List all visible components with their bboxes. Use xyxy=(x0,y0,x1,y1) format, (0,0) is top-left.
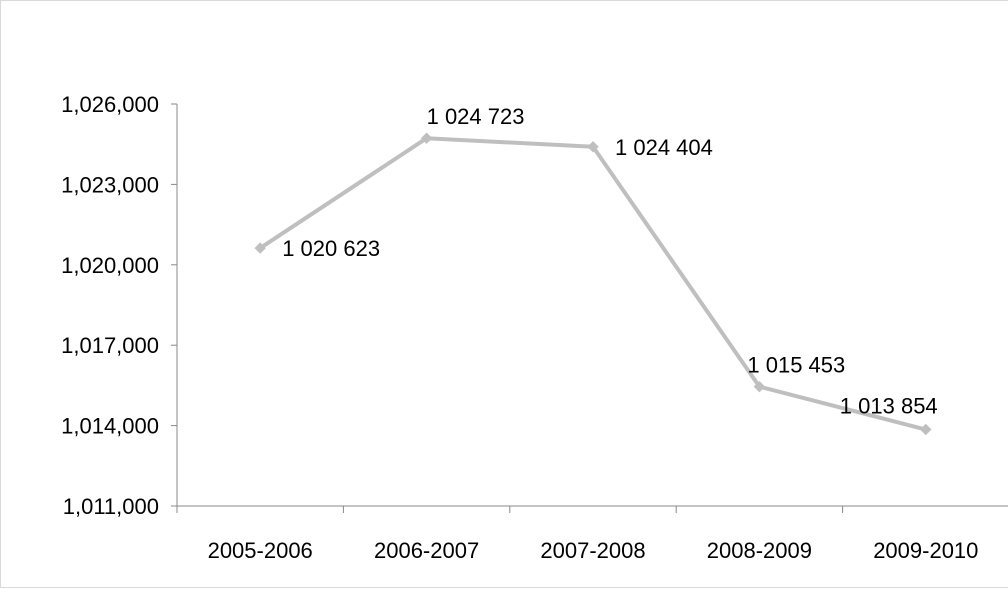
data-labels: 1 020 623 1 024 723 1 024 404 1 015 453 1 01… xyxy=(282,104,937,418)
series-line xyxy=(258,136,928,432)
series-group xyxy=(254,132,932,436)
x-axis: 2005-2006 2006-2007 2007-2008 2008-2009 2009… xyxy=(176,505,1008,563)
data-label: 1 013 854 xyxy=(840,394,938,419)
data-point xyxy=(254,242,266,254)
y-axis: 1,011,000 1,014,000 1,017,000 1,020,000 1,02… xyxy=(61,92,178,519)
data-point xyxy=(920,423,932,436)
x-tick-label: 2009-2010 xyxy=(873,538,978,563)
y-tick-label: 1,020,000 xyxy=(61,253,159,278)
x-tick-label: 2008-2009 xyxy=(707,538,812,563)
data-label: 1 024 723 xyxy=(427,104,525,129)
y-tick-label: 1,014,000 xyxy=(61,414,159,439)
y-tick-label: 1,011,000 xyxy=(63,494,159,519)
data-point xyxy=(753,380,766,393)
x-tick-label: 2006-2007 xyxy=(374,538,479,563)
data-label: 1 015 453 xyxy=(747,353,845,378)
y-tick-label: 1,017,000 xyxy=(61,333,159,358)
x-tick-label: 2007-2008 xyxy=(540,538,645,563)
data-label: 1 020 623 xyxy=(282,236,380,261)
y-tick-label: 1,026,000 xyxy=(61,92,159,117)
x-tick-label: 2005-2006 xyxy=(208,538,313,563)
y-tick-label: 1,023,000 xyxy=(61,172,159,197)
data-point xyxy=(420,132,433,144)
data-point xyxy=(587,141,599,153)
data-label: 1 024 404 xyxy=(615,135,713,160)
